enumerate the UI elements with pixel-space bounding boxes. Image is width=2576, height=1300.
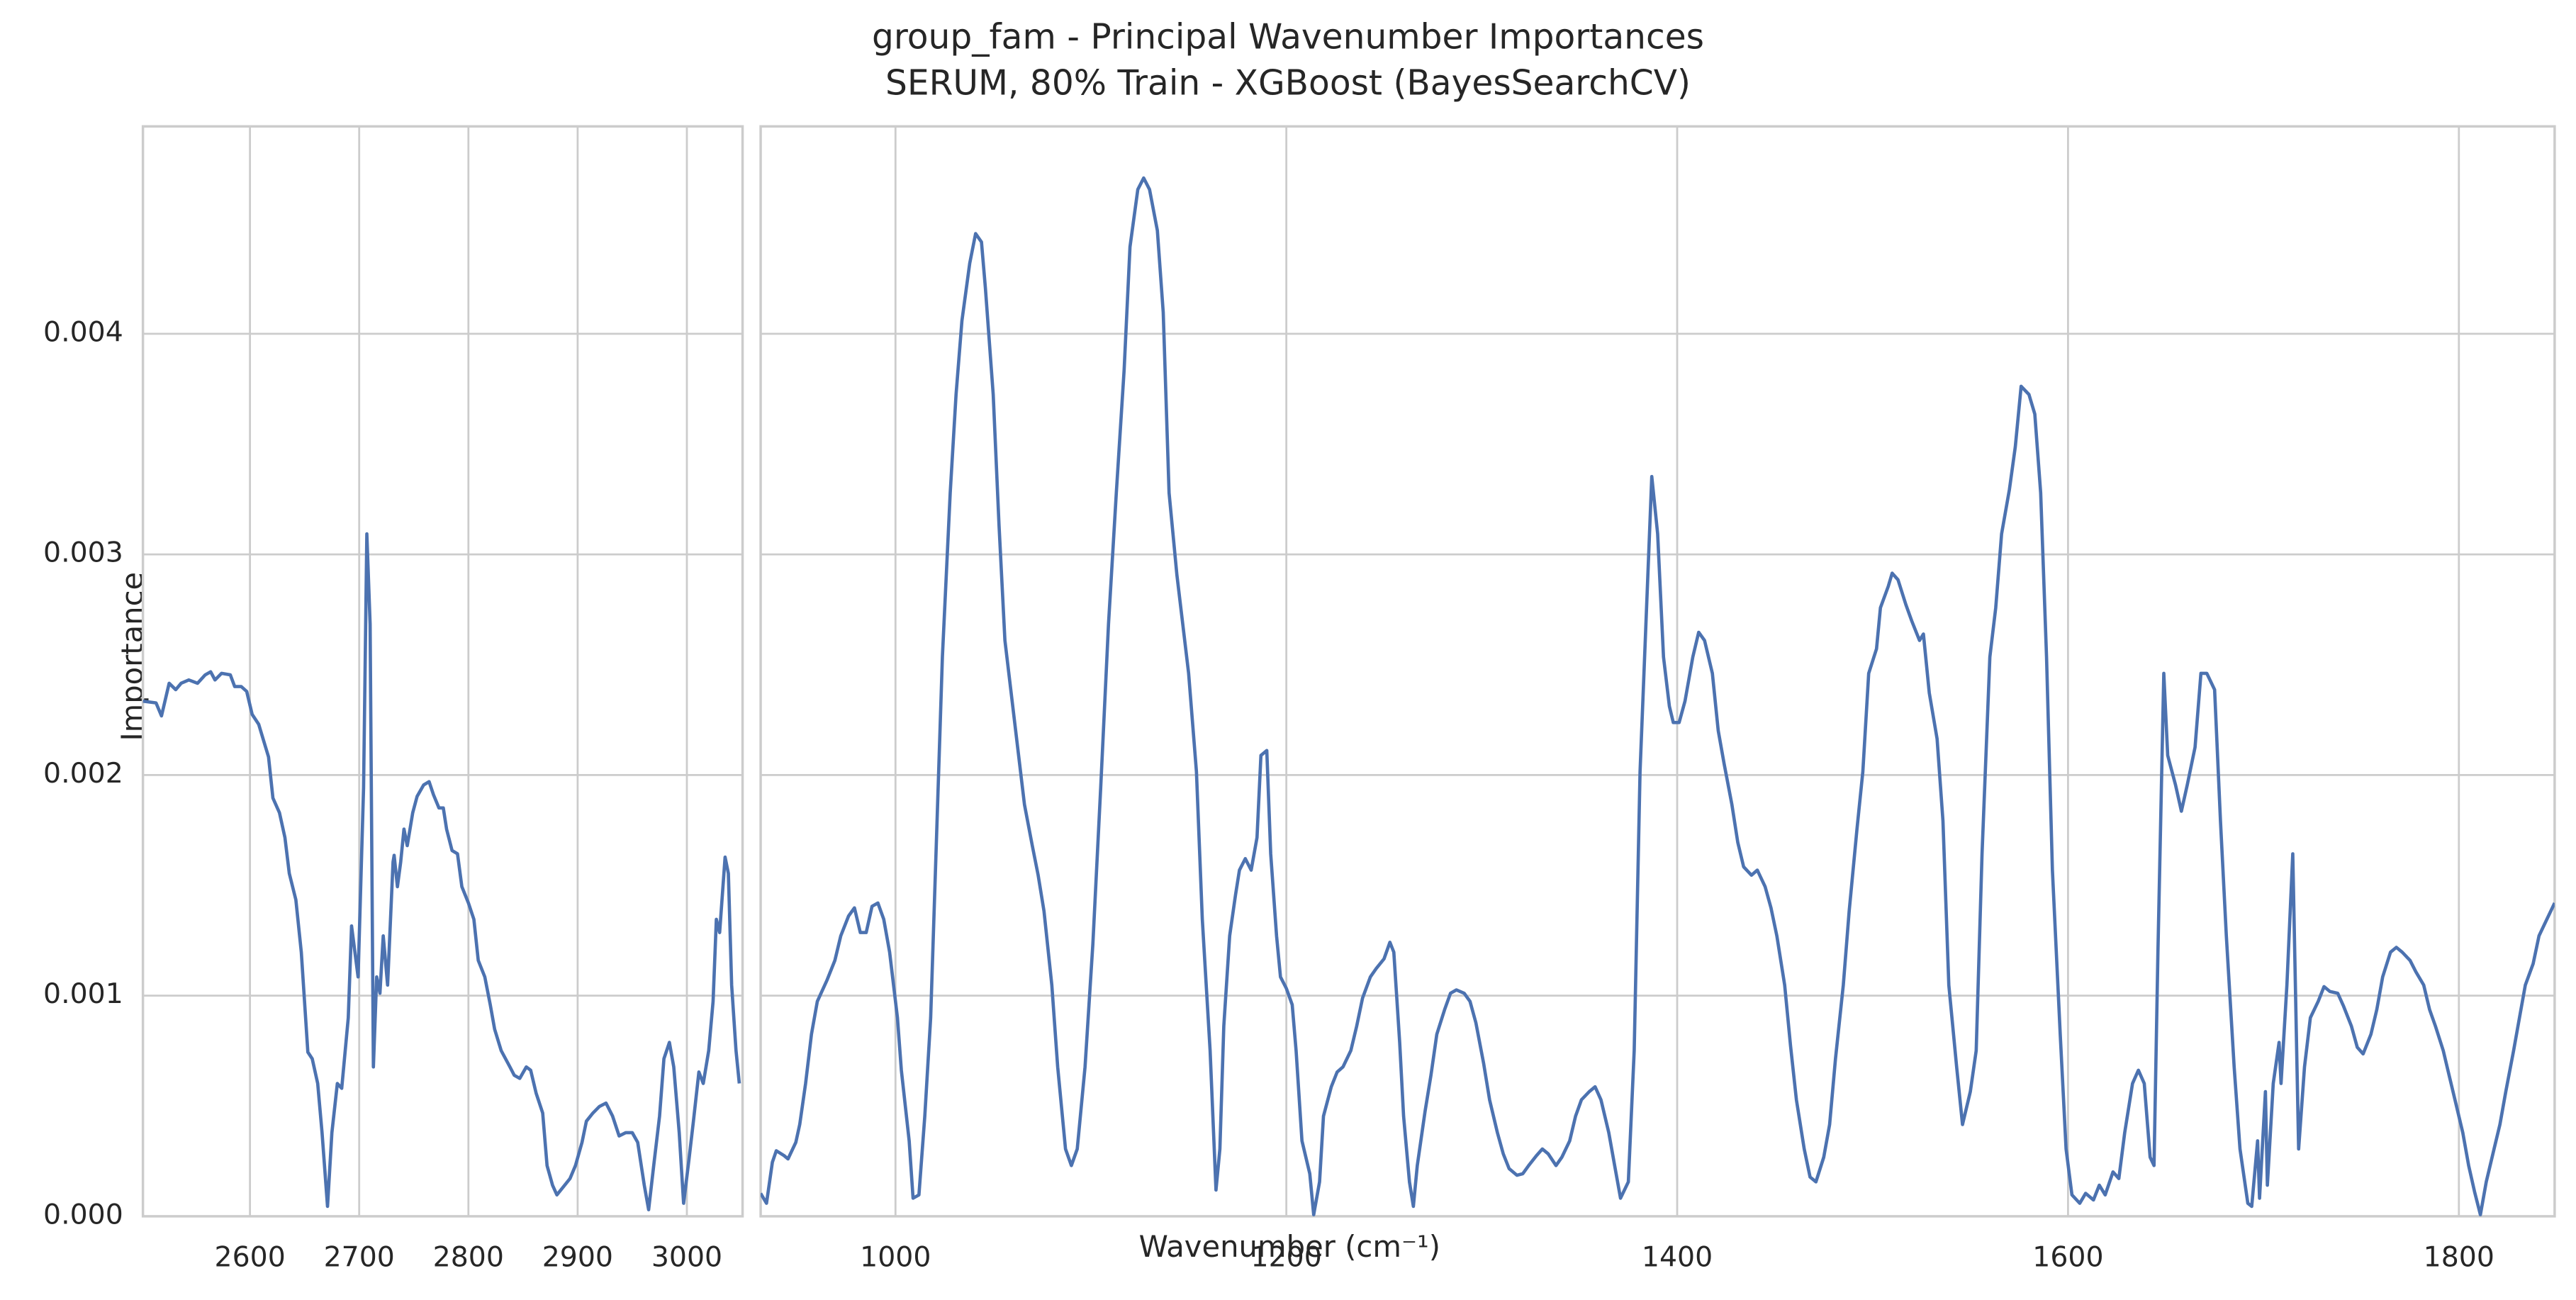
x-tick-label: 1400 (1642, 1241, 1713, 1274)
data-line (761, 176, 2555, 1216)
chart-subtitle: SERUM, 80% Train - XGBoost (BayesSearchC… (885, 63, 1691, 103)
y-axis-label: Importance (115, 572, 150, 741)
x-tick-label: 2600 (215, 1241, 286, 1274)
y-tick-label: 0.004 (43, 315, 123, 348)
panel-frame (141, 125, 744, 1218)
x-tick-label: 2800 (433, 1241, 504, 1274)
x-tick-label: 2700 (324, 1241, 395, 1274)
y-tick-label: 0.001 (43, 977, 123, 1010)
x-axis-label: Wavenumber (cm⁻¹) (1139, 1229, 1440, 1264)
x-tick-label: 1600 (2032, 1241, 2103, 1274)
panel: 0.000 0.001 0.002 0.003 0.004 2600 2700 2800 290… (43, 125, 744, 1274)
panel-frame (759, 125, 2556, 1218)
x-tick-label: 2900 (542, 1241, 613, 1274)
x-tick-label: 1000 (860, 1241, 931, 1274)
y-tick-label: 0.002 (43, 757, 123, 790)
x-tick-label: 1800 (2424, 1241, 2494, 1274)
panel: 1000 1200 1400 1600 1800 (759, 125, 2556, 1274)
x-tick-label: 1200 (1251, 1241, 1322, 1274)
x-tick-label: 3000 (651, 1241, 722, 1274)
data-line (142, 532, 741, 1211)
y-tick-label: 0.003 (43, 537, 123, 569)
y-tick-label: 0.000 (43, 1198, 123, 1231)
chart-title: group_fam - Principal Wavenumber Importa… (872, 18, 1704, 57)
